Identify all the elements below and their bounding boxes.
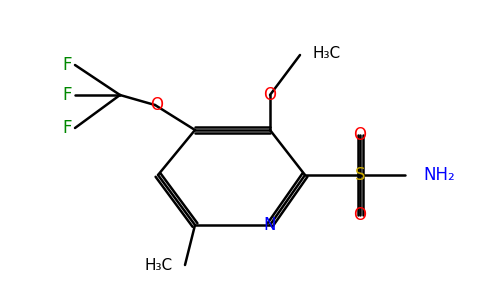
Text: F: F <box>62 86 72 104</box>
Text: F: F <box>62 56 72 74</box>
Text: F: F <box>62 119 72 137</box>
Text: O: O <box>151 96 164 114</box>
Text: N: N <box>264 216 276 234</box>
Text: H₃C: H₃C <box>312 46 340 61</box>
Text: S: S <box>355 166 365 184</box>
Text: O: O <box>353 206 366 224</box>
Text: H₃C: H₃C <box>145 257 173 272</box>
Text: O: O <box>353 126 366 144</box>
Text: O: O <box>263 86 276 104</box>
Text: NH₂: NH₂ <box>423 166 455 184</box>
